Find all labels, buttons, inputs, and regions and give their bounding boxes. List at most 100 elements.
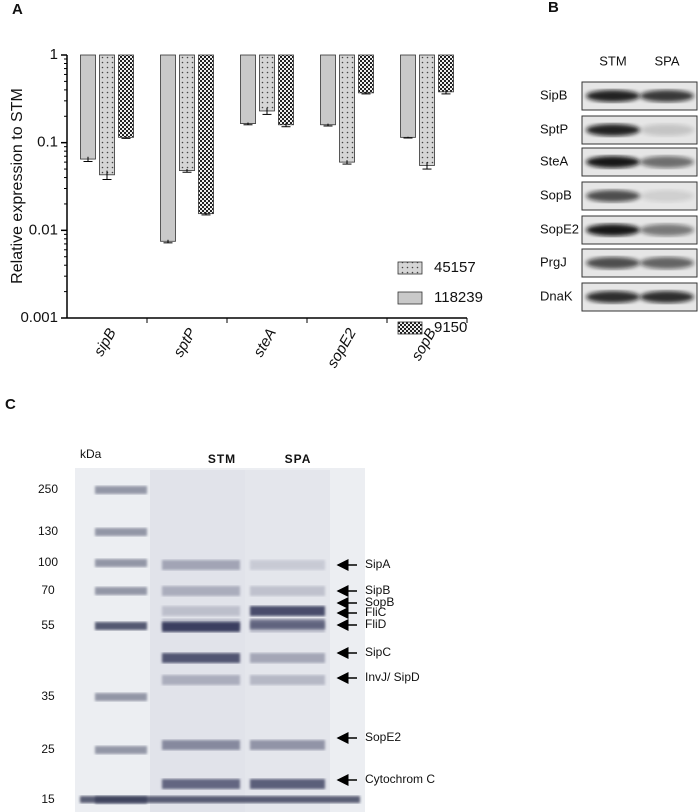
marker-label: 15 — [41, 792, 55, 806]
error-bar — [342, 160, 352, 165]
x-tick-label: sptP — [170, 325, 200, 359]
legend-label: 9150 — [434, 319, 467, 336]
bar — [80, 54, 96, 160]
bar — [278, 54, 294, 126]
blot-band — [640, 124, 694, 136]
ladder-band — [95, 486, 147, 494]
band-label: Cytochrom C — [365, 772, 435, 786]
gel-band — [162, 586, 240, 596]
row-label: SptP — [540, 121, 568, 136]
blot-band — [640, 156, 694, 168]
ladder-band — [95, 587, 147, 595]
marker-label: 35 — [41, 689, 55, 703]
error-bar — [83, 156, 93, 162]
blot-band — [586, 124, 640, 136]
error-bar — [403, 136, 413, 139]
legend-swatch — [397, 291, 423, 305]
panel-label: C — [5, 396, 16, 413]
column-label: SPA — [654, 53, 679, 68]
panel-label: B — [548, 0, 559, 16]
blot-band — [586, 90, 640, 102]
bar — [259, 54, 275, 112]
blot-band — [586, 291, 640, 303]
marker-label: 25 — [41, 742, 55, 756]
band-label: SopE2 — [365, 730, 401, 744]
gel-band — [162, 653, 240, 663]
gel-band — [162, 606, 240, 616]
legend-swatch — [397, 321, 423, 335]
row-label: DnaK — [540, 288, 573, 303]
ladder-band — [95, 559, 147, 567]
gel-band — [250, 606, 325, 616]
y-tick-label: 0.01 — [29, 221, 58, 238]
gel-band — [162, 779, 240, 789]
gel-band — [250, 675, 325, 685]
x-tick-label: sopE2 — [324, 325, 360, 371]
blot-band — [586, 156, 640, 168]
error-bar — [201, 212, 211, 216]
marker-label: 130 — [38, 524, 58, 538]
error-bar — [323, 123, 333, 127]
row-label: SipB — [540, 87, 567, 102]
band-label: InvJ/ SipD — [365, 670, 420, 684]
gel-band — [250, 586, 325, 596]
y-tick-label: 0.1 — [37, 134, 58, 151]
ladder-band — [95, 693, 147, 701]
lane-label: STM — [208, 452, 236, 466]
blot-band — [640, 90, 694, 102]
bar — [419, 54, 435, 166]
gel-band — [80, 796, 360, 803]
band-label: SipC — [365, 645, 391, 659]
bar — [438, 54, 454, 93]
band-label: SipA — [365, 557, 390, 571]
ladder-band — [95, 528, 147, 536]
bar — [198, 54, 214, 215]
row-label: SopE2 — [540, 221, 579, 236]
bar — [118, 54, 134, 138]
blot-band — [640, 257, 694, 269]
error-bar — [182, 169, 192, 173]
unit-label: kDa — [80, 447, 102, 461]
gel-band — [250, 560, 325, 570]
legend-swatch — [397, 261, 423, 275]
blot-band — [586, 190, 640, 202]
panel-label: A — [12, 1, 23, 18]
marker-label: 70 — [41, 583, 55, 597]
legend-label: 45157 — [434, 259, 476, 276]
gel-band — [250, 622, 325, 632]
ladder-band — [95, 622, 147, 630]
row-label: SopB — [540, 187, 572, 202]
column-label: STM — [599, 53, 626, 68]
error-bar — [243, 122, 253, 126]
lane-label: SPA — [285, 452, 312, 466]
gel-band — [162, 560, 240, 570]
bar — [320, 54, 336, 126]
blot-band — [640, 224, 694, 236]
bar — [240, 54, 256, 125]
marker-label: 55 — [41, 618, 55, 632]
bar — [179, 54, 195, 172]
gel-band — [250, 653, 325, 663]
gel-band — [162, 740, 240, 750]
bar — [358, 54, 374, 94]
ladder-band — [95, 746, 147, 754]
band-label: FliD — [365, 617, 387, 631]
band-label: SipB — [365, 583, 390, 597]
gel-band — [250, 779, 325, 789]
error-bar — [262, 107, 272, 115]
blot-band — [640, 291, 694, 303]
error-bar — [102, 170, 112, 181]
blot-band — [640, 190, 694, 202]
bar — [400, 54, 416, 138]
row-label: SteA — [540, 153, 569, 168]
x-tick-label: sipB — [91, 325, 120, 359]
gel-image — [75, 468, 365, 812]
marker-label: 250 — [38, 482, 58, 496]
blot-band — [586, 224, 640, 236]
legend-label: 118239 — [434, 289, 483, 306]
marker-label: 100 — [38, 555, 58, 569]
error-bar — [361, 91, 371, 95]
error-bar — [281, 122, 291, 128]
